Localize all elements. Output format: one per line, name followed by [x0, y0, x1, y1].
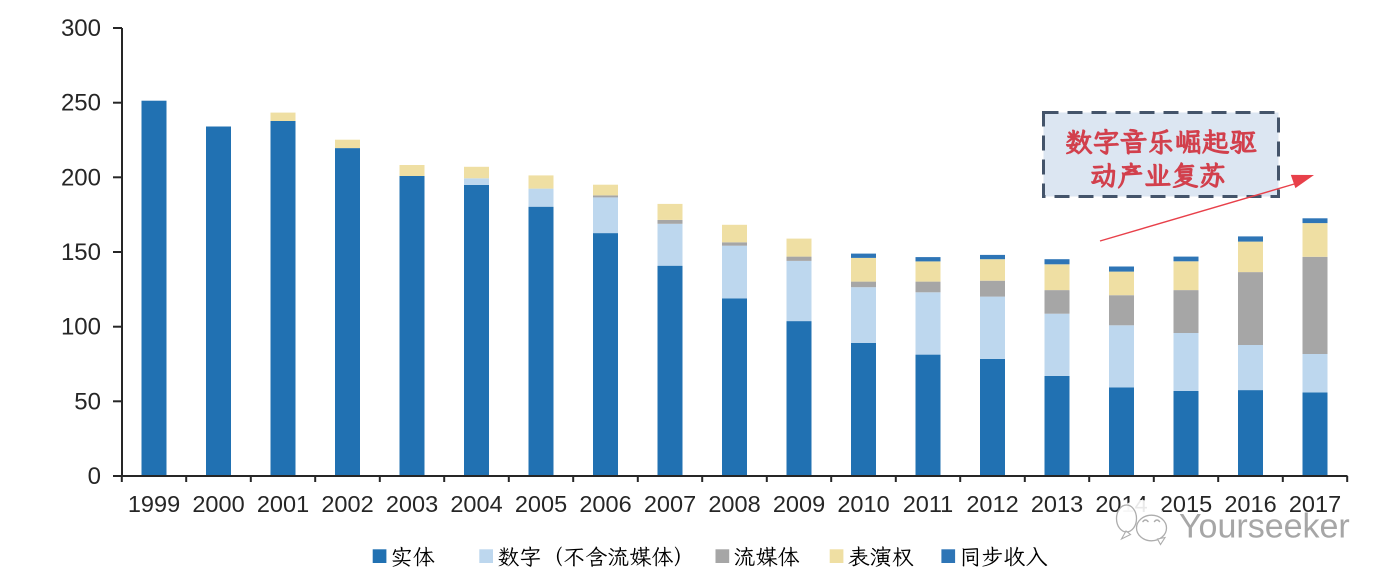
svg-text:2005: 2005	[515, 491, 567, 517]
svg-text:2011: 2011	[903, 491, 954, 517]
svg-text:2008: 2008	[708, 491, 760, 517]
svg-text:0: 0	[88, 463, 101, 490]
svg-text:200: 200	[61, 164, 101, 191]
svg-text:100: 100	[61, 314, 101, 341]
svg-text:2003: 2003	[386, 491, 438, 517]
svg-text:2012: 2012	[966, 491, 1018, 517]
svg-text:2001: 2001	[257, 491, 309, 517]
svg-text:150: 150	[61, 239, 101, 266]
svg-text:2000: 2000	[192, 491, 244, 517]
svg-text:1999: 1999	[128, 491, 180, 517]
svg-text:2006: 2006	[579, 491, 631, 517]
svg-text:2015: 2015	[1160, 491, 1212, 517]
svg-text:2009: 2009	[773, 491, 825, 517]
svg-text:2010: 2010	[837, 491, 889, 517]
svg-text:2004: 2004	[450, 491, 502, 517]
svg-text:2013: 2013	[1031, 491, 1083, 517]
svg-text:2007: 2007	[644, 491, 696, 517]
svg-text:300: 300	[61, 15, 101, 42]
svg-text:250: 250	[61, 90, 101, 117]
svg-text:2002: 2002	[321, 491, 373, 517]
svg-text:2017: 2017	[1289, 491, 1341, 517]
svg-text:Yourseeker: Yourseeker	[1179, 508, 1350, 546]
svg-text:2016: 2016	[1224, 491, 1276, 517]
svg-text:50: 50	[74, 388, 101, 415]
